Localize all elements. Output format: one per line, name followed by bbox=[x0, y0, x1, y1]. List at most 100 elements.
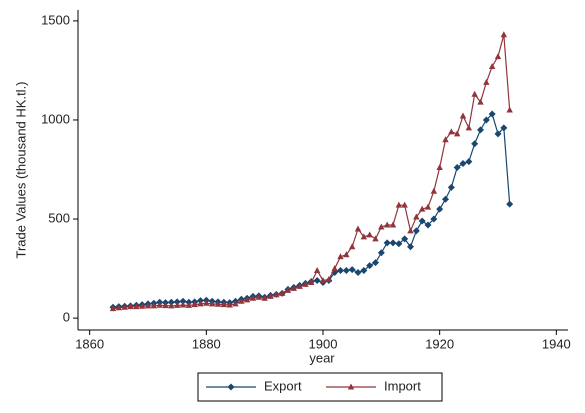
y-tick-label: 500 bbox=[48, 210, 70, 225]
data-point bbox=[354, 269, 362, 277]
data-point bbox=[372, 259, 379, 267]
data-point bbox=[477, 98, 484, 105]
y-tick-label: 0 bbox=[63, 310, 70, 325]
data-point bbox=[203, 299, 210, 306]
y-tick-label: 1000 bbox=[41, 111, 70, 126]
data-point bbox=[173, 298, 181, 306]
data-point bbox=[401, 235, 409, 243]
data-point bbox=[208, 300, 216, 307]
data-point bbox=[453, 164, 461, 172]
data-point bbox=[424, 221, 432, 229]
data-point bbox=[389, 239, 397, 247]
data-point bbox=[296, 282, 303, 289]
data-point bbox=[442, 136, 449, 143]
data-point bbox=[459, 160, 467, 168]
data-point bbox=[156, 301, 163, 308]
data-point bbox=[243, 296, 251, 303]
x-tick-label: 1920 bbox=[425, 336, 454, 351]
data-point bbox=[162, 302, 169, 309]
data-point bbox=[348, 266, 356, 274]
data-point bbox=[418, 217, 426, 225]
data-point bbox=[337, 253, 344, 260]
data-point bbox=[138, 302, 146, 309]
data-point bbox=[401, 201, 408, 208]
data-point bbox=[360, 233, 368, 240]
data-point bbox=[214, 300, 222, 307]
data-point bbox=[366, 231, 373, 238]
data-point bbox=[483, 78, 490, 85]
data-point bbox=[407, 227, 414, 234]
data-point bbox=[348, 243, 356, 250]
data-point bbox=[261, 294, 268, 301]
y-axis-title: Trade Values (thousand HK.tl.) bbox=[13, 81, 28, 258]
data-point bbox=[168, 302, 175, 309]
data-point bbox=[313, 276, 321, 284]
data-point bbox=[500, 31, 508, 38]
data-point bbox=[342, 267, 350, 275]
data-point bbox=[290, 284, 298, 291]
data-point bbox=[453, 130, 461, 137]
data-point bbox=[395, 240, 403, 248]
data-point bbox=[127, 303, 134, 310]
data-point bbox=[185, 301, 193, 308]
data-point bbox=[325, 275, 333, 282]
data-point bbox=[447, 183, 455, 191]
data-point bbox=[343, 251, 350, 258]
data-point bbox=[366, 262, 374, 270]
data-point bbox=[413, 213, 420, 220]
x-tick-label: 1900 bbox=[309, 336, 338, 351]
data-point bbox=[144, 302, 152, 309]
data-point bbox=[284, 286, 292, 293]
data-point bbox=[372, 235, 379, 242]
data-point bbox=[430, 215, 438, 223]
data-point bbox=[506, 106, 513, 113]
data-point bbox=[273, 291, 280, 298]
data-point bbox=[471, 90, 478, 97]
legend-marker bbox=[227, 383, 235, 391]
data-point bbox=[354, 225, 362, 232]
data-point bbox=[442, 195, 449, 203]
x-tick-label: 1940 bbox=[542, 336, 571, 351]
data-point bbox=[494, 130, 502, 138]
data-point bbox=[249, 294, 257, 301]
plot-area bbox=[78, 10, 568, 330]
data-point bbox=[167, 298, 175, 306]
data-point bbox=[389, 221, 397, 228]
legend-label: Import bbox=[384, 378, 421, 393]
data-point bbox=[430, 187, 438, 194]
data-point bbox=[383, 221, 391, 228]
data-point bbox=[255, 293, 263, 300]
x-axis-title: year bbox=[309, 350, 335, 365]
data-point bbox=[360, 267, 368, 275]
data-point bbox=[109, 305, 117, 312]
data-point bbox=[436, 164, 443, 171]
data-point bbox=[179, 297, 187, 305]
data-point bbox=[477, 126, 484, 134]
data-point bbox=[412, 227, 420, 235]
legend-label: Export bbox=[264, 378, 302, 393]
data-point bbox=[506, 200, 514, 208]
data-point bbox=[319, 276, 327, 283]
data-point bbox=[459, 112, 467, 119]
data-point bbox=[173, 301, 181, 308]
data-point bbox=[197, 300, 204, 307]
data-point bbox=[436, 205, 444, 213]
y-tick-label: 1500 bbox=[41, 12, 70, 27]
data-point bbox=[500, 124, 508, 132]
data-point bbox=[302, 280, 309, 287]
data-point bbox=[226, 301, 233, 308]
x-tick-label: 1880 bbox=[192, 336, 221, 351]
data-point bbox=[133, 303, 140, 310]
data-point bbox=[448, 128, 455, 135]
data-point bbox=[378, 223, 385, 230]
data-point bbox=[395, 201, 403, 208]
x-tick-label: 1860 bbox=[75, 336, 104, 351]
data-point bbox=[232, 300, 239, 307]
data-point bbox=[121, 303, 128, 310]
data-point bbox=[383, 239, 391, 247]
data-point bbox=[191, 301, 198, 308]
data-point bbox=[238, 297, 245, 304]
data-point bbox=[488, 110, 496, 118]
data-point bbox=[179, 301, 187, 308]
